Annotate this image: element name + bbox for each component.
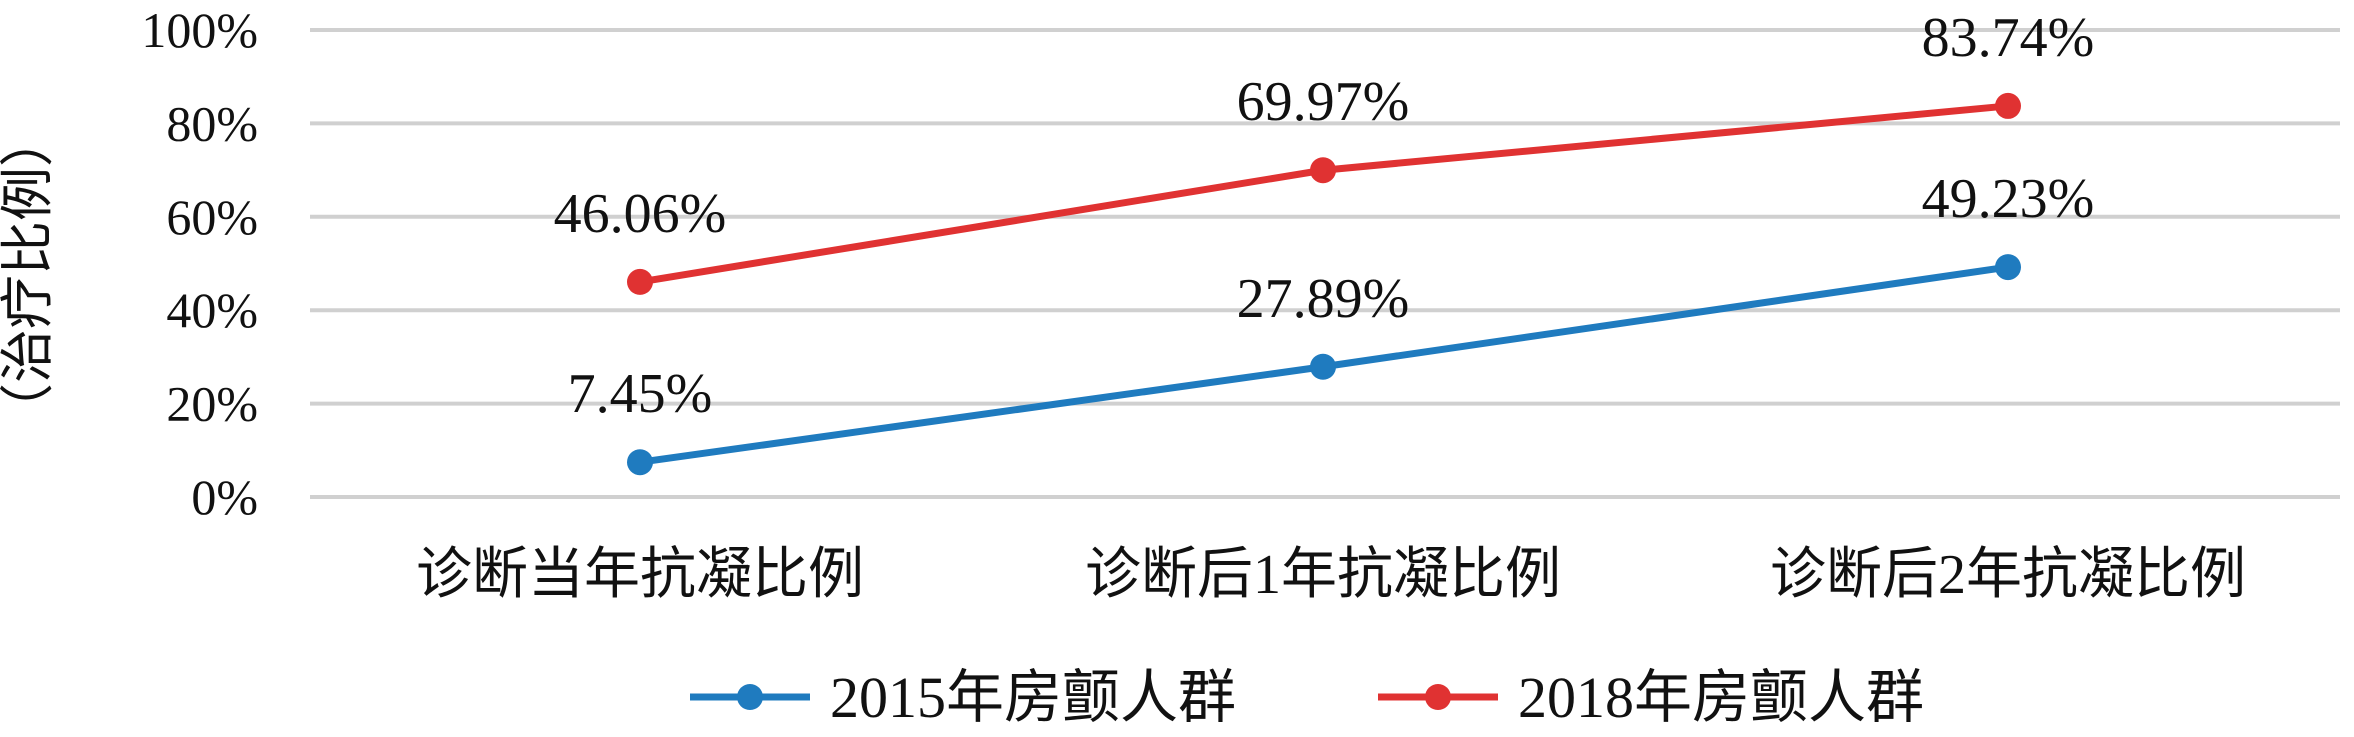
data-point xyxy=(1995,254,2021,281)
data-label: 83.74% xyxy=(1922,7,2095,69)
y-tick-label: 100% xyxy=(141,2,258,58)
data-label: 7.45% xyxy=(568,363,713,425)
data-label: 49.23% xyxy=(1922,168,2095,230)
legend-item: 2018年房颤人群 xyxy=(1378,665,1924,730)
data-point xyxy=(1995,92,2021,119)
data-label: 27.89% xyxy=(1237,268,1410,330)
legend-label: 2018年房颤人群 xyxy=(1518,665,1924,730)
y-tick-label: 60% xyxy=(166,189,258,245)
y-tick-label: 0% xyxy=(191,469,258,525)
data-point xyxy=(1310,157,1336,184)
y-tick-label: 80% xyxy=(166,95,258,151)
y-tick-label: 40% xyxy=(166,282,258,338)
y-axis-label: （治疗比例） xyxy=(0,113,58,437)
legend-marker xyxy=(1425,684,1451,710)
gridlines xyxy=(310,28,2340,499)
x-category-label: 诊断后1年抗凝比例 xyxy=(1085,544,1561,606)
data-label: 69.97% xyxy=(1237,71,1410,133)
y-tick-label: 20% xyxy=(166,376,258,432)
data-labels: 7.45% 27.89% 49.23% 46.06% 69.97% 83.74% xyxy=(554,7,2095,425)
data-point xyxy=(627,449,653,476)
series-lines xyxy=(627,92,2021,476)
legend-marker xyxy=(737,684,763,710)
x-category-label: 诊断后2年抗凝比例 xyxy=(1770,544,2246,606)
x-category-label: 诊断当年抗凝比例 xyxy=(416,544,864,606)
legend: 2015年房颤人群 2018年房颤人群 xyxy=(690,665,1924,730)
x-axis-categories: 诊断当年抗凝比例 诊断后1年抗凝比例 诊断后2年抗凝比例 xyxy=(416,544,2246,606)
y-axis-ticks: 0% 20% 40% 60% 80% 100% xyxy=(141,2,258,525)
data-label: 46.06% xyxy=(554,183,727,245)
legend-item: 2015年房颤人群 xyxy=(690,665,1236,730)
legend-label: 2015年房颤人群 xyxy=(830,665,1236,730)
data-point xyxy=(627,268,653,295)
data-point xyxy=(1310,353,1336,380)
